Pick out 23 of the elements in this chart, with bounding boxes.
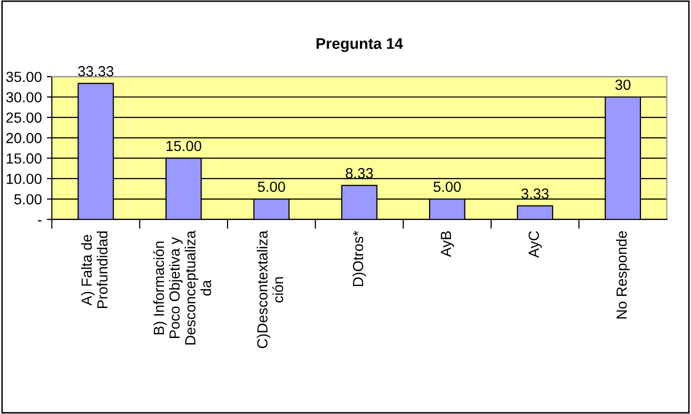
chart-title: Pregunta 14: [316, 38, 403, 52]
data-label: 5.00: [258, 182, 286, 192]
y-tick-label: -: [38, 220, 42, 222]
x-tick-label: A) Falta de Profundidad: [81, 231, 108, 308]
x-tick-label: AyB: [440, 231, 454, 257]
data-label: 33.33: [78, 66, 114, 76]
x-tick-label: B) Información Poco Objetiva y Desconceptualiza da: [153, 230, 212, 344]
data-label: 30: [615, 80, 630, 90]
data-label: 8.33: [346, 168, 373, 178]
y-tick-label: 5.00: [14, 194, 42, 204]
y-tick-label: 25.00: [6, 112, 42, 123]
y-tick-label: 15.00: [6, 153, 42, 164]
x-tick-label: D)Otros*: [352, 230, 366, 286]
y-tick-label: 10.00: [6, 174, 42, 184]
y-tick-label: 30.00: [6, 92, 42, 102]
y-tick-label: 35.00: [6, 72, 42, 82]
data-label: 3.33: [521, 188, 549, 199]
x-tick-label: AyC: [528, 231, 542, 258]
data-label: 5.00: [434, 182, 461, 192]
data-label: 15.00: [166, 140, 202, 152]
y-tick-label: 20.00: [6, 132, 42, 144]
x-tick-label: No Responde: [616, 231, 630, 319]
x-tick-label: C)Descontextaliza ción: [256, 230, 284, 348]
